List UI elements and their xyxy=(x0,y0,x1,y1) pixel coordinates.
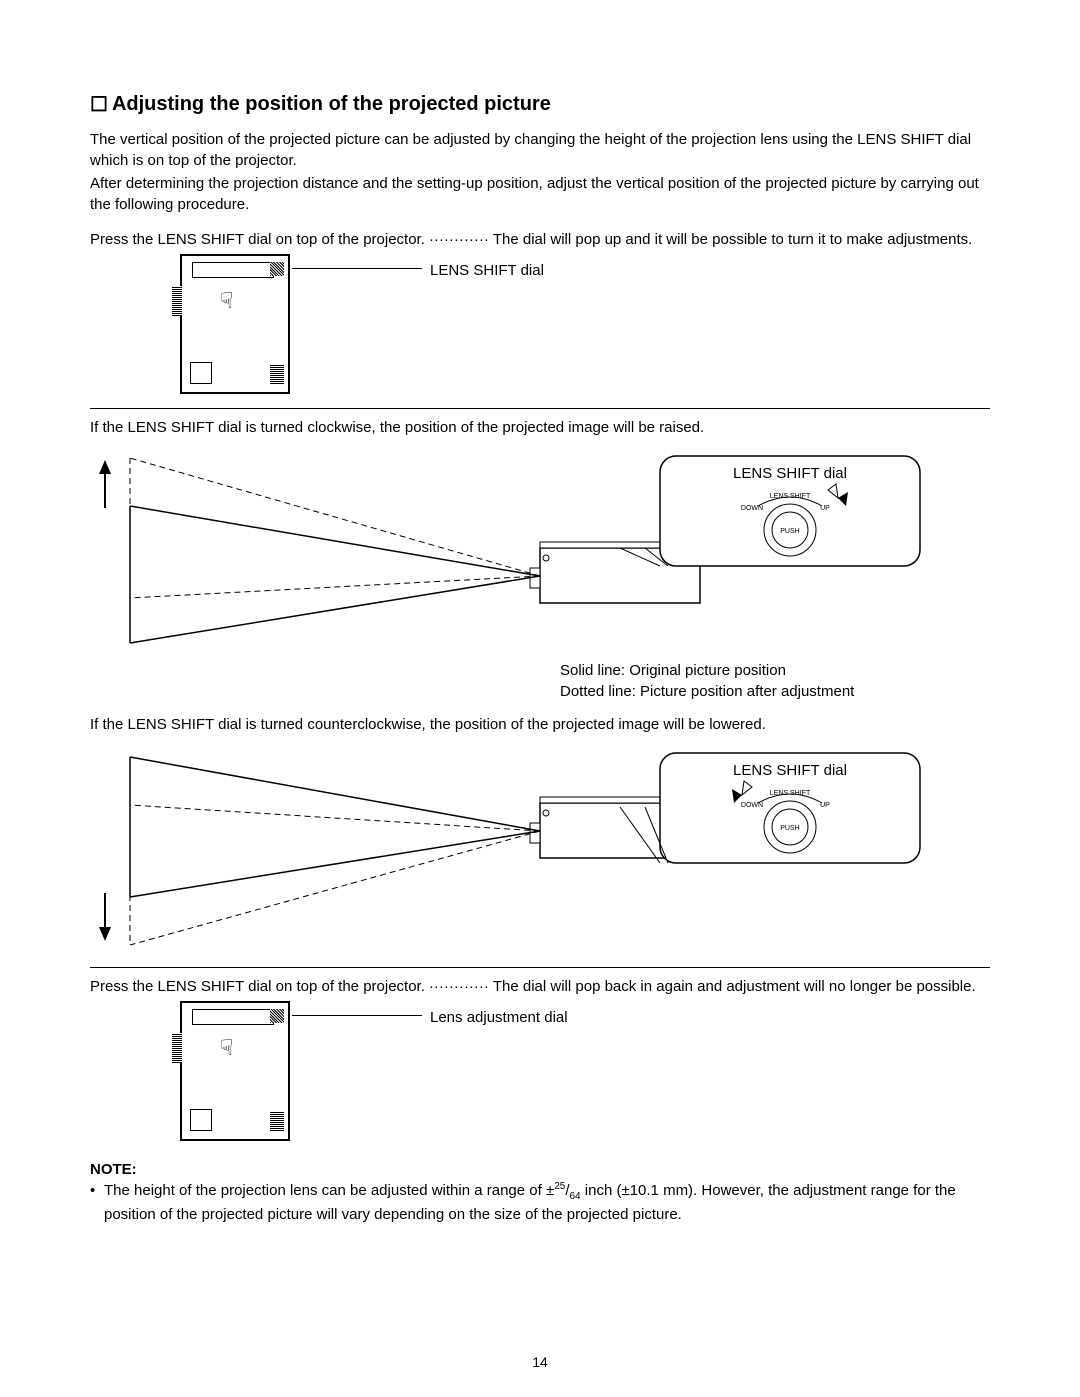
dial-label-2: LENS SHIFT dial xyxy=(733,762,847,779)
figure-top-view-2: ☟ Lens adjustment dial xyxy=(180,1001,990,1151)
step-1-dots: ············ xyxy=(429,229,489,250)
legend-solid: Solid line: Original picture position xyxy=(560,660,990,681)
title-square-icon: ☐ xyxy=(90,91,108,119)
note-body: The height of the projection lens can be… xyxy=(90,1180,990,1225)
diagram-raised: LENS SHIFT dial PUSH LENS SHIFT DOWN UP xyxy=(90,448,990,654)
hand-icon: ☟ xyxy=(220,286,233,317)
step-2-right: The dial will pop back in again and adju… xyxy=(493,976,990,997)
intro-section: The vertical position of the projected p… xyxy=(90,129,990,215)
counterclockwise-paragraph: If the LENS SHIFT dial is turned counter… xyxy=(90,714,990,735)
note-body-a: The height of the projection lens can be… xyxy=(104,1182,554,1199)
step-2-left: Press the LENS SHIFT dial on top of the … xyxy=(90,976,425,997)
callout-text-2: Lens adjustment dial xyxy=(430,1007,568,1028)
callout-line-1 xyxy=(292,268,422,269)
step-1-right: The dial will pop up and it will be poss… xyxy=(493,229,990,250)
divider-2 xyxy=(90,967,990,968)
diagram-lowered-svg: LENS SHIFT dial PUSH LENS SHIFT DOWN UP xyxy=(90,745,990,955)
svg-text:DOWN: DOWN xyxy=(741,505,763,512)
note-frac-num: 25 xyxy=(554,1181,565,1192)
page-title: ☐Adjusting the position of the projected… xyxy=(90,90,990,119)
diagram-raised-svg: LENS SHIFT dial PUSH LENS SHIFT DOWN UP xyxy=(90,448,990,648)
divider-1 xyxy=(90,408,990,409)
step-1: Press the LENS SHIFT dial on top of the … xyxy=(90,229,990,250)
intro-paragraph-1: The vertical position of the projected p… xyxy=(90,129,990,171)
projector-top-icon-2: ☟ xyxy=(180,1001,290,1141)
svg-text:PUSH: PUSH xyxy=(780,825,799,832)
legend-raised: Solid line: Original picture position Do… xyxy=(560,660,990,702)
step-2-dots: ············ xyxy=(429,976,489,997)
callout-text-1: LENS SHIFT dial xyxy=(430,260,544,281)
svg-text:DOWN: DOWN xyxy=(741,802,763,809)
callout-line-2 xyxy=(292,1015,422,1016)
projector-top-icon: ☟ xyxy=(180,254,290,394)
note-frac-den: 64 xyxy=(570,1191,581,1202)
title-text: Adjusting the position of the projected … xyxy=(112,93,551,115)
figure-top-view-1: ☟ LENS SHIFT dial xyxy=(180,254,990,404)
dial-label-1: LENS SHIFT dial xyxy=(733,465,847,482)
hand-icon-2: ☟ xyxy=(220,1033,233,1064)
clockwise-paragraph: If the LENS SHIFT dial is turned clockwi… xyxy=(90,417,990,438)
note-title: NOTE: xyxy=(90,1159,990,1180)
diagram-lowered: LENS SHIFT dial PUSH LENS SHIFT DOWN UP xyxy=(90,745,990,961)
step-1-left: Press the LENS SHIFT dial on top of the … xyxy=(90,229,425,250)
svg-text:PUSH: PUSH xyxy=(780,528,799,535)
page-number: 14 xyxy=(0,1353,1080,1373)
step-2: Press the LENS SHIFT dial on top of the … xyxy=(90,976,990,997)
legend-dotted: Dotted line: Picture position after adju… xyxy=(560,681,990,702)
intro-paragraph-2: After determining the projection distanc… xyxy=(90,173,990,215)
